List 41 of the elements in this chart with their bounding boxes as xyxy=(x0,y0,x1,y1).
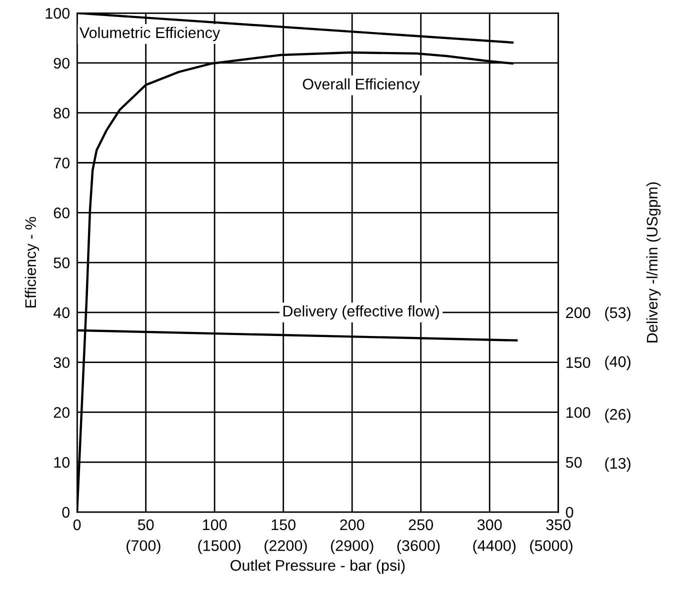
y-tick-label: 30 xyxy=(54,357,70,368)
x-tick-label: 150 xyxy=(272,519,296,530)
y3-tick-label: (13) xyxy=(605,458,630,472)
series-label: Overall Efficiency xyxy=(302,78,420,93)
x-tick-label: 350 xyxy=(546,519,571,530)
y3-tick-label: (53) xyxy=(605,306,630,322)
x-tick-label: 100 xyxy=(203,519,227,530)
y-tick-label: 70 xyxy=(54,158,70,168)
x2-tick-label: (3600) xyxy=(397,540,440,554)
x-tick-label: 50 xyxy=(138,519,154,530)
x-axis-title: Outlet Pressure - bar (psi) xyxy=(230,560,405,574)
y2-tick-label: 100 xyxy=(566,407,590,418)
y2-tick-label: 200 xyxy=(566,307,590,318)
x2-tick-label: (700) xyxy=(126,540,160,554)
x2-tick-label: (1500) xyxy=(198,540,240,554)
y-tick-label: 80 xyxy=(54,108,70,119)
y2-tick-label: 50 xyxy=(566,457,582,468)
y2-tick-label: 150 xyxy=(566,357,590,368)
x2-tick-label: (5000) xyxy=(530,540,572,554)
y-tick-label: 60 xyxy=(54,208,70,218)
y-tick-label: 20 xyxy=(54,407,70,418)
y-tick-label: 90 xyxy=(54,58,70,69)
x-tick-label: 300 xyxy=(477,519,502,530)
y-tick-label: 50 xyxy=(54,257,70,268)
series-label: Volumetric Efficiency xyxy=(80,26,220,42)
y2-tick-label: 0 xyxy=(566,506,574,518)
y-tick-label: 10 xyxy=(54,457,70,468)
y-tick-label: 40 xyxy=(53,307,70,318)
series-label: Delivery (effective flow) xyxy=(283,305,439,320)
y-tick-label: 100 xyxy=(46,8,70,19)
y3-tick-label: (26) xyxy=(605,408,630,423)
x-tick-label: 0 xyxy=(73,519,81,530)
x2-tick-label: (2200) xyxy=(264,540,307,554)
y-tick-label: 0 xyxy=(62,506,70,518)
y2-axis-title: Delivery -l/min (USgpm) xyxy=(646,182,661,342)
x2-tick-label: (4400) xyxy=(473,540,516,554)
x-tick-label: 200 xyxy=(340,519,364,530)
x2-tick-label: (2900) xyxy=(330,540,374,554)
y-axis-title: Efficiency - % xyxy=(24,216,40,308)
y3-tick-label: (40) xyxy=(605,356,630,370)
x-tick-label: 250 xyxy=(408,519,434,530)
